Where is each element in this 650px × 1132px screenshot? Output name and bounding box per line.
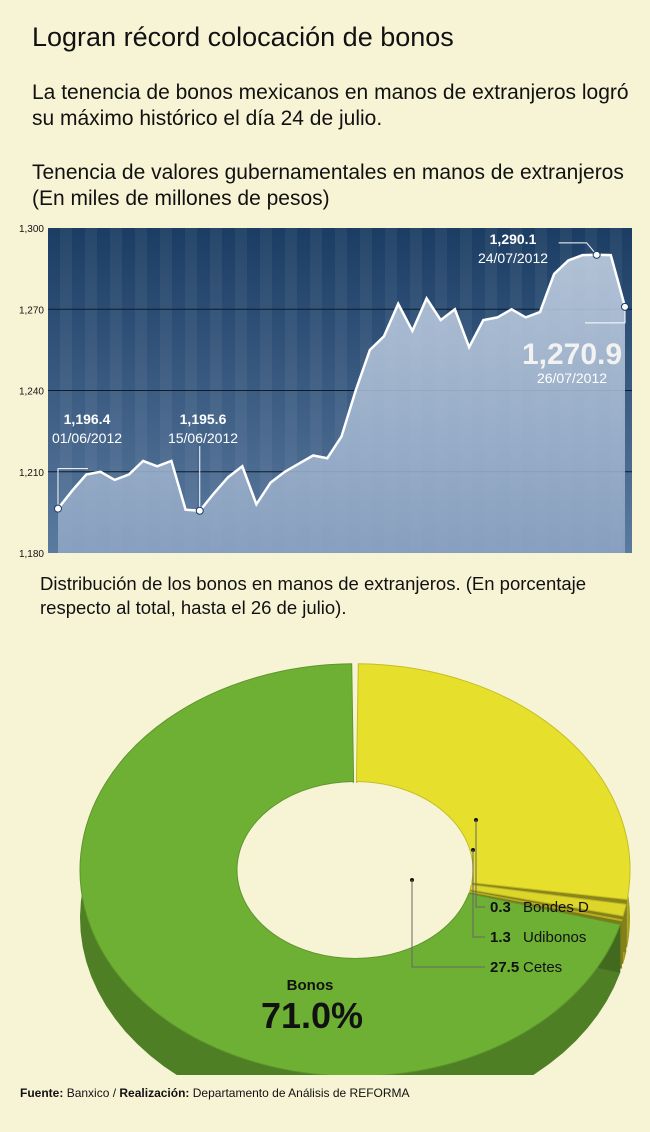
footer-credit-label: Realización:	[119, 1086, 190, 1100]
annotation-point	[54, 504, 62, 513]
page-subtitle: La tenencia de bonos mexicanos en manos …	[32, 81, 629, 130]
footer-credit-value: Departamento de Análisis de REFORMA	[192, 1086, 410, 1100]
annotation-point	[195, 506, 204, 515]
slice-value: 1.3	[490, 929, 511, 946]
y-tick-label: 1,240	[19, 387, 44, 398]
annotation-value: 1,270.9	[522, 338, 622, 371]
line-chart: 1,180 1,210 1,240 1,270 1,300 1,196.4 01/06/2…	[19, 224, 632, 560]
donut-slice-bondes-d	[468, 890, 623, 922]
footer-source-value: Banxico /	[66, 1086, 117, 1100]
leader-line	[475, 820, 485, 908]
annotation-leader	[585, 306, 626, 324]
slice-label: Cetes	[523, 959, 562, 976]
annotation-date: 15/06/2012	[168, 430, 238, 446]
annotation-date: 26/07/2012	[537, 370, 607, 386]
annotation-leader	[558, 242, 598, 256]
annotation-point	[621, 302, 629, 311]
annotation-value: 1,290.1	[490, 231, 537, 247]
y-tick-label: 1,300	[19, 224, 44, 235]
line-chart-title: Tenencia de valores gubernamentales en m…	[32, 161, 624, 210]
page-title: Logran récord colocación de bonos	[32, 22, 454, 52]
leader-line	[472, 850, 485, 938]
donut-chart-title: Distribución de los bonos en manos de ex…	[40, 573, 587, 618]
annotation-value: 1,195.6	[180, 411, 227, 427]
annotation-date: 24/07/2012	[478, 250, 548, 266]
slice-label: Udibonos	[523, 929, 586, 946]
donut-side-bonos	[80, 663, 621, 1075]
leader-line	[411, 880, 485, 968]
line-series	[57, 253, 627, 513]
donut-slice-cetes	[355, 663, 631, 901]
slice-label: Bondes D	[523, 899, 589, 916]
donut-slice-bonos	[79, 663, 621, 1075]
y-tick-label: 1,270	[19, 305, 44, 316]
slice-value: 71.0%	[261, 995, 363, 1036]
slice-value: 27.5	[490, 959, 519, 976]
annotation-date: 01/06/2012	[52, 430, 122, 446]
line-area	[58, 254, 625, 554]
y-tick-label: 1,210	[19, 468, 44, 479]
donut-hole	[239, 783, 471, 957]
donut-slice-udibonos	[469, 884, 627, 917]
annotation-point	[592, 250, 601, 259]
annotation-value: 1,196.4	[64, 411, 111, 427]
slice-label: Bonos	[287, 977, 334, 994]
footer-source-label: Fuente:	[20, 1086, 64, 1100]
annotation-leader	[57, 468, 88, 509]
slice-value: 0.3	[490, 899, 511, 916]
footer: Fuente: Banxico / Realización: Departame…	[20, 1086, 410, 1100]
y-tick-label: 1,180	[19, 549, 44, 560]
